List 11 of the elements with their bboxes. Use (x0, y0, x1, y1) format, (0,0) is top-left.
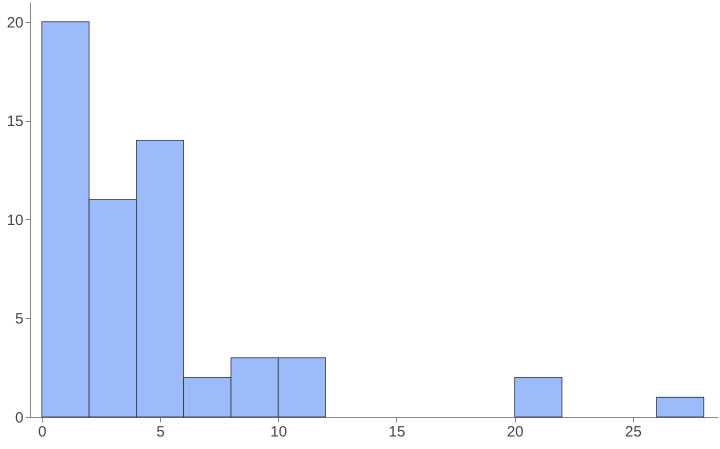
y-tick-label: 15 (6, 113, 24, 130)
y-tick-label: 0 (15, 410, 24, 426)
x-tick-label: 0 (38, 424, 46, 440)
x-tick-label: 10 (270, 424, 288, 440)
x-tick-label: 5 (156, 424, 165, 440)
y-tick-label: 10 (6, 212, 24, 229)
x-tick-label: 25 (625, 424, 642, 440)
x-tick-label: 20 (506, 424, 524, 440)
y-tick-label: 5 (15, 310, 24, 328)
y-tick-label: 20 (6, 14, 24, 32)
x-tick-label: 15 (388, 424, 406, 440)
